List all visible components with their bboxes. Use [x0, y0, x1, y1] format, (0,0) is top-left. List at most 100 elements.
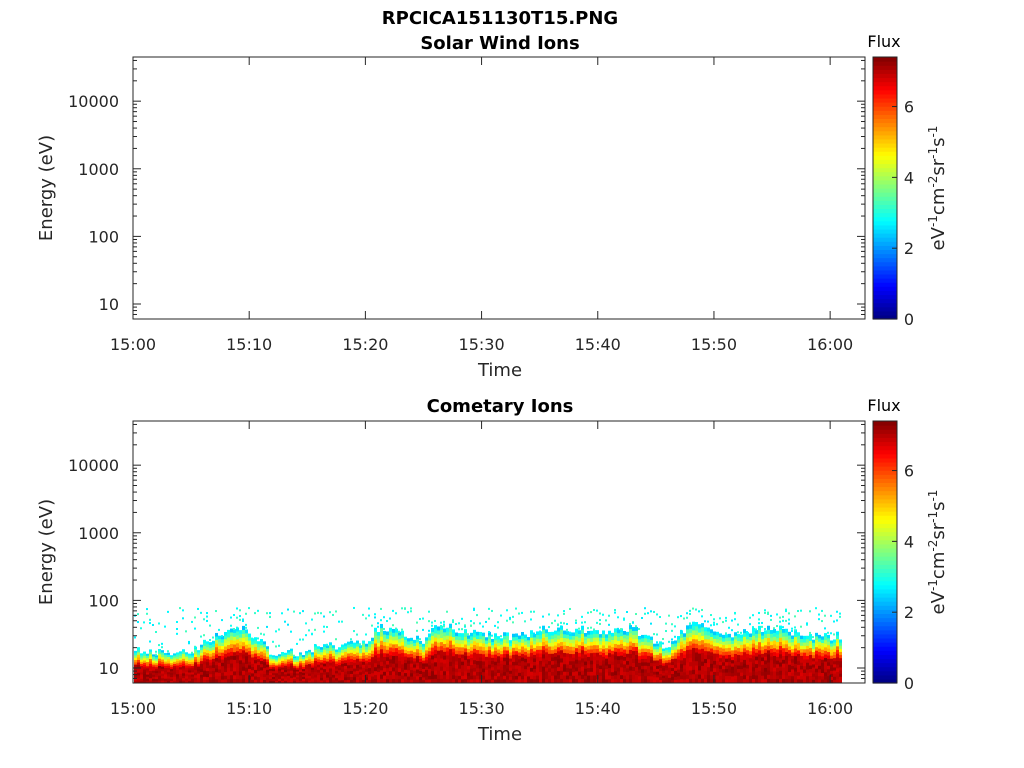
spectrogram-cell — [575, 655, 578, 661]
spectrogram-cell — [149, 622, 151, 625]
spectrogram-cell — [461, 672, 464, 677]
spectrogram-cell — [698, 645, 701, 650]
spectrogram-cell — [662, 668, 665, 672]
spectrogram-cell — [167, 670, 170, 673]
spectrogram-cell — [188, 657, 191, 661]
spectrogram-cell — [419, 673, 422, 678]
spectrogram-cell — [833, 645, 836, 650]
spectrogram-cell — [521, 631, 524, 637]
spectrogram-cell — [731, 637, 734, 642]
colorbar-step — [873, 560, 897, 565]
spectrogram-cell — [155, 681, 158, 684]
spectrogram-cell — [719, 651, 722, 656]
colorbar-step — [873, 138, 897, 144]
spectrogram-cell — [344, 651, 347, 656]
spectrogram-cell — [455, 643, 458, 648]
spectrogram-cell — [569, 635, 572, 641]
spectrogram-cell — [341, 644, 344, 648]
colorbar-step — [873, 167, 897, 173]
spectrogram-cell — [302, 655, 305, 658]
colorbar-step — [873, 588, 897, 594]
spectrogram-cell — [731, 650, 734, 655]
spectrogram-cell — [635, 662, 638, 668]
spectrogram-cell — [386, 635, 389, 640]
spectrogram-cell — [434, 649, 437, 655]
spectrogram-cell — [146, 660, 149, 663]
spectrogram-cell — [293, 610, 295, 613]
spectrogram-cell — [242, 678, 245, 684]
spectrogram-cell — [746, 639, 749, 644]
spectrogram-cell — [737, 665, 740, 670]
spectrogram-cell — [824, 627, 826, 630]
spectrogram-cell — [647, 679, 650, 684]
spectrogram-cell — [332, 650, 335, 654]
spectrogram-cell — [440, 638, 443, 643]
spectrogram-cell — [212, 655, 215, 660]
spectrogram-cell — [800, 639, 803, 643]
spectrogram-cell — [194, 659, 197, 663]
spectrogram-cell — [578, 637, 581, 643]
spectrogram-cell — [707, 620, 709, 623]
spectrogram-cell — [269, 612, 271, 615]
spectrogram-cell — [488, 675, 491, 680]
spectrogram-cell — [554, 671, 557, 677]
colorbar-step — [873, 666, 897, 672]
spectrogram-cell — [479, 675, 482, 680]
spectrogram-cell — [374, 667, 377, 672]
spectrogram-cell — [212, 652, 215, 657]
spectrogram-cell — [674, 655, 677, 660]
spectrogram-cell — [377, 675, 380, 680]
spectrogram-cell — [653, 610, 655, 613]
spectrogram-cell — [260, 670, 263, 675]
spectrogram-cell — [680, 630, 683, 635]
spectrogram-cell — [638, 642, 641, 647]
spectrogram-cell — [812, 667, 815, 672]
spectrogram-cell — [470, 672, 473, 677]
spectrogram-cell — [332, 672, 335, 676]
spectrogram-cell — [182, 609, 184, 612]
spectrogram-cell — [134, 660, 137, 663]
spectrogram-cell — [470, 632, 473, 637]
spectrogram-cell — [710, 667, 713, 672]
spectrogram-cell — [395, 679, 398, 684]
spectrogram-cell — [644, 612, 646, 615]
spectrogram-cell — [467, 669, 470, 674]
spectrogram-cell — [134, 653, 137, 656]
spectrogram-cell — [548, 639, 551, 644]
spectrogram-cell — [821, 620, 823, 623]
spectrogram-cell — [503, 639, 506, 644]
spectrogram-cell — [407, 660, 410, 665]
spectrogram-cell — [476, 679, 479, 684]
spectrogram-cell — [647, 645, 650, 650]
spectrogram-cell — [764, 611, 766, 614]
spectrogram-cell — [533, 633, 536, 638]
spectrogram-cell — [773, 652, 776, 657]
spectrogram-cell — [491, 645, 494, 649]
spectrogram-cell — [263, 656, 266, 660]
spectrogram-cell — [539, 626, 541, 629]
spectrogram-cell — [656, 677, 659, 681]
spectrogram-cell — [545, 667, 548, 672]
spectrogram-cell — [287, 666, 290, 670]
spectrogram-cell — [797, 650, 800, 655]
spectrogram-cell — [641, 662, 644, 667]
spectrogram-cell — [320, 665, 323, 669]
spectrogram-cell — [620, 675, 623, 680]
spectrogram-cell — [422, 617, 424, 620]
spectrogram-cell — [329, 656, 332, 661]
spectrogram-cell — [740, 644, 743, 649]
spectrogram-cell — [284, 663, 287, 667]
spectrogram-cell — [788, 653, 791, 658]
spectrogram-cell — [467, 633, 469, 636]
spectrogram-cell — [335, 610, 337, 613]
spectrogram-cell — [740, 637, 743, 642]
spectrogram-cell — [275, 675, 278, 678]
spectrogram-cell — [410, 679, 413, 684]
spectrogram-cell — [389, 617, 391, 620]
spectrogram-cell — [527, 676, 530, 681]
spectrogram-cell — [458, 643, 461, 648]
spectrogram-cell — [413, 676, 416, 681]
spectrogram-cell — [224, 664, 227, 669]
spectrogram-cell — [317, 680, 320, 684]
spectrogram-cell — [608, 645, 611, 650]
